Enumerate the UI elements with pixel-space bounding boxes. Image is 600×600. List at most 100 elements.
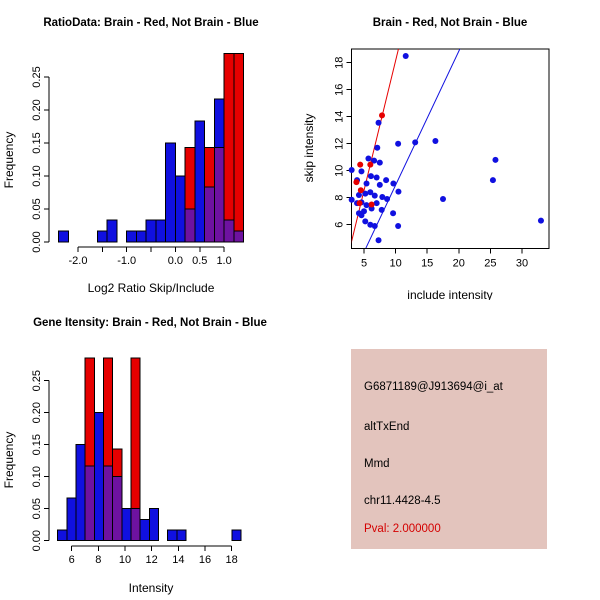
hist-bar [213, 147, 225, 243]
x-tick-label: 18 [226, 554, 238, 566]
intensity-scatter-title: Brain - Red, Not Brain - Blue [373, 17, 528, 29]
gene-intensity-histogram-panel: Gene Itensity: Brain - Red, Not Brain - … [2, 317, 267, 595]
hist-bar [155, 219, 167, 243]
hist-bar [135, 230, 147, 243]
hist-bar [58, 230, 69, 243]
ratio-histogram-title: RatioData: Brain - Red, Not Brain - Blue [43, 17, 258, 29]
data-point [390, 210, 397, 217]
intensity-scatter-ylabel: skip intensity [302, 114, 316, 183]
data-point [355, 192, 362, 198]
y-tick-label: 12 [334, 138, 346, 150]
gene-intensity-histogram-xlabel: Intensity [129, 581, 174, 595]
ratio-histogram-ylabel: Frequency [2, 132, 16, 189]
hist-bar [233, 52, 245, 243]
pval-text: Pval: 2.000000 [364, 523, 441, 535]
y-tick-label: 0.20 [31, 99, 43, 120]
hist-bar [231, 529, 242, 542]
gene-info-panel: G6871189@J913694@i_at altTxEnd Mmd chr11… [300, 300, 600, 600]
hist-bar [204, 186, 215, 243]
hist-bar [66, 497, 77, 542]
gene-info-box [351, 349, 547, 549]
hist-bar [165, 142, 176, 243]
hist-bar [103, 465, 114, 542]
fit-lines [351, 49, 461, 249]
hist-bar [174, 175, 186, 243]
data-point [367, 173, 374, 180]
x-tick-label: 0.0 [168, 255, 183, 267]
y-tick-label: 0.05 [31, 498, 43, 519]
data-point [374, 144, 381, 151]
data-point [375, 237, 382, 244]
data-point [348, 167, 355, 174]
data-point [378, 206, 385, 213]
hist-bar [57, 529, 68, 542]
y-tick-label: 6 [334, 222, 346, 228]
hist-bar [194, 120, 206, 243]
hist-bar [184, 208, 196, 243]
data-point [356, 200, 363, 207]
hist-bar [139, 518, 150, 542]
hist-bar [112, 476, 123, 542]
not-brain-fit-line [365, 49, 461, 249]
hist-bar [167, 529, 178, 542]
data-point [371, 157, 378, 164]
data-point [402, 52, 409, 59]
data-point [492, 156, 499, 163]
ratio-histogram-plot-area: 0.00 0.05 0.10 0.15 0.20 0.25 -2.0 -1.0 0.0 0.5 1.… [31, 52, 245, 267]
data-point [371, 192, 378, 199]
data-point [390, 180, 397, 187]
data-point [367, 161, 374, 168]
x-tick-label: -2.0 [69, 255, 88, 267]
data-point [363, 180, 370, 187]
y-tick-label: 0.20 [31, 402, 43, 423]
data-point [362, 218, 369, 225]
data-point [432, 138, 439, 144]
intensity-scatter-xlabel: include intensity [407, 288, 492, 300]
y-tick-label: 0.25 [31, 370, 43, 391]
y-tick-label: 0.10 [31, 466, 43, 487]
ratio-histogram-panel: RatioData: Brain - Red, Not Brain - Blue… [2, 17, 259, 295]
data-point [379, 194, 386, 201]
hist-bar [84, 465, 95, 542]
data-point [358, 168, 365, 175]
y-tick-label: 10 [334, 165, 346, 177]
data-point [376, 181, 383, 188]
data-point [365, 155, 372, 162]
x-tick-label: 6 [69, 554, 75, 566]
x-tick-label: 10 [119, 554, 131, 566]
data-point [373, 174, 380, 181]
not-brain-points [348, 52, 544, 244]
y-tick-label: 0.05 [31, 198, 43, 219]
hist-bar [176, 529, 187, 542]
hist-bar [126, 230, 137, 243]
probe-id-text: G6871189@J913694@i_at [364, 381, 503, 393]
data-point [395, 223, 402, 230]
hist-bar [223, 52, 235, 243]
hist-bar [121, 508, 132, 542]
data-point [383, 177, 390, 184]
hist-bar [75, 444, 86, 542]
plot-box [351, 48, 550, 249]
y-tick-label: 8 [334, 195, 346, 201]
x-tick-label: 0.5 [192, 255, 207, 267]
data-point [537, 217, 544, 224]
x-tick-label: 14 [172, 554, 184, 566]
hist-bar [233, 230, 245, 243]
y-tick-label: 14 [334, 111, 346, 123]
data-point [367, 189, 374, 196]
x-tick-label: 30 [516, 257, 528, 269]
y-tick-label: 0.15 [31, 434, 43, 455]
data-point [373, 200, 380, 207]
data-point [440, 196, 446, 203]
data-point [376, 159, 383, 166]
location-text: chr11.4428-4.5 [364, 495, 441, 507]
y-tick-label: 0.00 [31, 231, 43, 252]
x-tick-label: 12 [146, 554, 158, 566]
y-tick-label: 0.25 [31, 66, 43, 87]
y-tick-label: 0.15 [31, 132, 43, 153]
data-point [375, 119, 382, 126]
x-tick-label: 16 [199, 554, 211, 566]
data-point [395, 140, 402, 147]
hist-bar [93, 412, 105, 542]
hist-bar [96, 230, 108, 243]
